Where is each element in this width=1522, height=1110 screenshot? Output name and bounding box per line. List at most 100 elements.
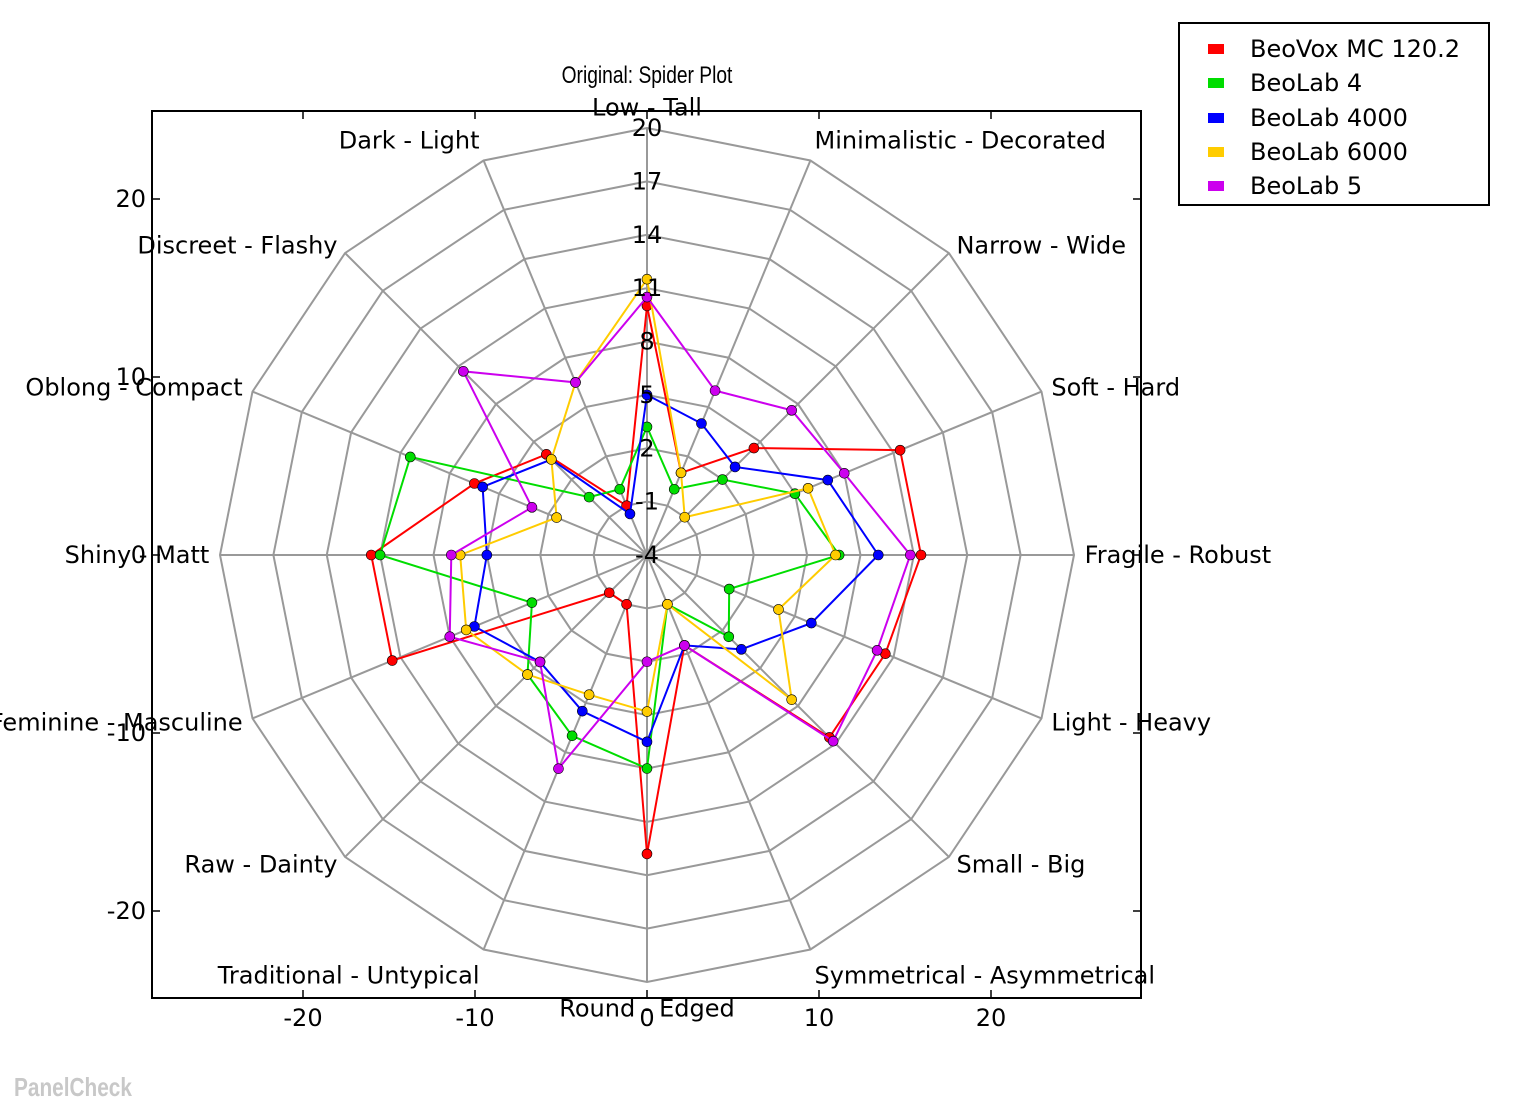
axis-label: Dark - Light [339,127,480,155]
grid-spoke [646,554,950,858]
data-point [723,631,735,643]
axis-label: Symmetrical - Asymmetrical [814,961,1155,989]
data-point [786,405,797,416]
data-point [641,848,653,860]
data-point [553,763,564,774]
data-point [522,669,533,680]
data-point [405,451,416,463]
grid-spoke [252,390,648,556]
data-point [827,735,839,747]
data-point [614,483,626,495]
y-tick-label: 0 [131,541,146,569]
y-tick-label: -10 [107,719,146,747]
radial-tick-label: 14 [632,221,663,249]
axis-label: Small - Big [956,850,1085,878]
data-point [583,491,595,503]
data-point [872,549,884,561]
legend-label: BeoLab 5 [1250,172,1363,200]
data-point [444,631,456,643]
data-point [570,377,581,388]
data-point [481,549,493,561]
axis-label: Discreet - Flashy [137,232,337,260]
data-point [603,587,615,599]
data-point [526,502,538,513]
data-point [806,617,817,629]
data-point [534,656,546,668]
legend-label: BeoLab 4 [1250,69,1363,97]
data-point [838,467,850,479]
axis-label: Fragile - Robust [1085,541,1272,569]
data-point [773,604,784,615]
data-point [641,763,653,774]
grid-spoke [646,160,812,556]
axis-label: Feminine - Masculine [0,708,243,736]
data-point [641,736,653,748]
data-point [905,549,916,561]
legend-swatch [1208,78,1224,88]
data-point [679,511,691,523]
grid-spoke [646,554,812,950]
data-point [458,366,469,377]
data-point [709,385,721,396]
radial-tick-label: 2 [639,434,654,462]
legend-label: BeoLab 6000 [1250,138,1408,166]
data-point [477,481,488,493]
data-point [679,640,690,651]
data-point [526,597,538,608]
data-point [445,549,457,561]
axis-label: Minimalistic - Decorated [814,127,1105,155]
radial-tick-label: -1 [635,488,659,516]
legend-item: BeoLab 4 [1208,68,1362,98]
axis-label: Traditional - Untypical [217,961,480,989]
data-point [723,583,735,595]
data-point [915,549,927,561]
radial-tick-label: 8 [639,328,654,356]
data-point [871,645,883,656]
x-tick-label: 10 [804,1004,835,1032]
series-layer [365,273,927,860]
data-point [546,454,557,465]
y-tick-label: 10 [115,363,146,391]
grid-spoke [344,252,648,556]
data-point [551,512,562,523]
legend-swatch [1208,147,1224,157]
data-point [717,474,728,485]
radial-tick-label: 17 [632,167,663,195]
axis-label: Narrow - Wide [956,232,1126,260]
x-tick-label: 20 [976,1004,1007,1032]
legend-label: BeoLab 4000 [1250,104,1408,132]
radial-tick-label: -4 [635,541,659,569]
grid-spoke [482,160,648,556]
data-point [621,599,632,610]
grid-spoke [646,554,1042,720]
data-point [662,599,673,610]
axis-label: Soft - Hard [1051,374,1180,402]
data-point [365,549,377,561]
data-point [786,694,797,705]
data-point [802,482,814,494]
axis-label: Raw - Dainty [184,850,337,878]
grid-spoke [344,554,648,858]
data-point [729,461,741,473]
data-point [830,549,841,561]
data-point [566,730,578,742]
data-point [641,291,653,303]
legend-swatch [1208,113,1224,123]
axis-label: Round - Edged [559,995,735,1023]
axis-label: Oblong - Compact [25,374,242,402]
data-point [641,656,653,668]
legend: BeoVox MC 120.2 BeoLab 4 BeoLab 4000 Beo… [1178,22,1490,206]
data-point [641,706,653,717]
data-point [736,644,747,655]
data-point [624,508,636,520]
data-point [460,624,472,636]
plot-frame: -20 -10 0 10 20 -20 -10 0 10 20 [107,110,1142,1032]
data-point [583,689,595,701]
legend-item: BeoLab 4000 [1208,103,1408,133]
axis-label: Shiny - Matt [65,541,210,569]
data-point [822,474,834,486]
y-tick-label: -20 [107,897,146,925]
axis-label: Light - Heavy [1051,708,1211,736]
data-point [748,442,760,454]
